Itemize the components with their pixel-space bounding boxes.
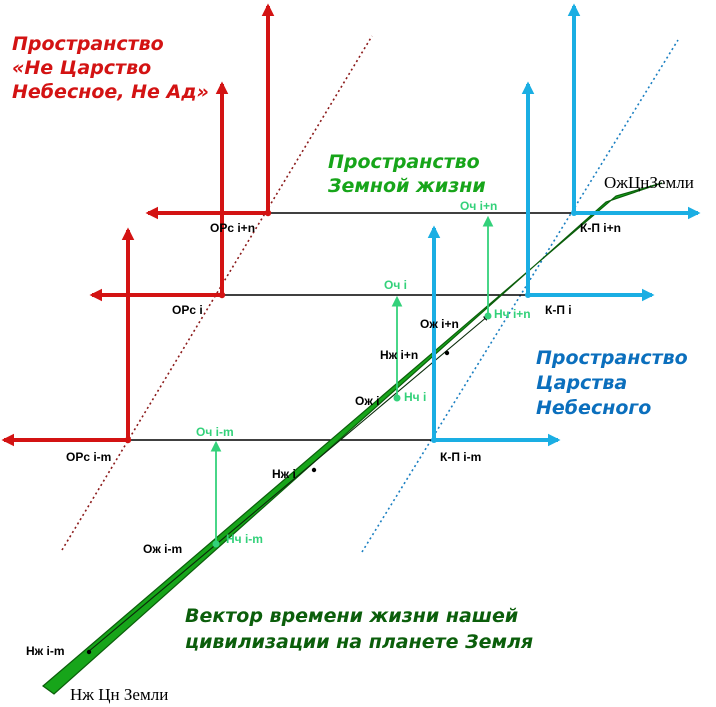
blue-frame-i <box>521 81 655 302</box>
title-line: цивилизации на планете Земля <box>185 631 533 653</box>
label-oc-i: Оч i <box>384 278 407 292</box>
label-kp-i-minus-m: К-П i-m <box>440 450 481 464</box>
label-nc-i-minus-m: Нч i-m <box>226 532 263 546</box>
blue-frame-i-minus-m <box>427 225 561 447</box>
label-kp-i: К-П i <box>545 303 572 317</box>
blue-dotted-diagonal <box>361 39 679 553</box>
red-frame-i-minus-m <box>1 227 135 447</box>
origin-dot-blue-i <box>525 292 531 298</box>
title-line: Пространство <box>12 33 164 55</box>
origin-dot-red-i-minus-m <box>124 436 132 444</box>
label-nz-i: Нж i <box>272 467 296 481</box>
nz-point-i <box>311 467 317 473</box>
title-earth-life: Пространство Земной жизни <box>327 151 486 197</box>
nz-point-i-plus-n <box>444 350 450 356</box>
origin-dot-red-i <box>218 291 226 299</box>
origin-dot-blue-i-minus-m <box>431 437 437 443</box>
title-line: Земной жизни <box>327 175 486 197</box>
label-kp-i-plus-n: К-П i+n <box>580 221 621 235</box>
nc-point-i-minus-m <box>212 540 220 548</box>
title-line: Пространство <box>328 151 480 173</box>
vector-top-label: ОжЦнЗемли <box>604 173 694 192</box>
red-frame-i-plus-n <box>145 3 275 220</box>
origin-dot-blue-i-plus-n <box>571 210 577 216</box>
label-nc-i: Нч i <box>404 390 426 404</box>
time-vector-arrow <box>42 182 663 695</box>
label-nc-i-plus-n: Нч i+n <box>494 307 531 321</box>
vector-bottom-label: Нж Цн Земли <box>70 685 168 704</box>
label-oz-i-plus-n: Ож i+n <box>420 317 459 331</box>
nc-point-i-plus-n <box>484 312 492 320</box>
nz-point-i-minus-m <box>86 649 92 655</box>
label-oc-i-minus-m: Оч i-m <box>196 425 234 439</box>
title-line: Вектор времени жизни нашей <box>185 605 518 627</box>
origin-dot-red-i-plus-n <box>264 209 272 217</box>
title-heaven: Пространство Царства Небесного <box>536 347 694 419</box>
label-oz-i: Ож i <box>355 394 380 408</box>
red-frame-i <box>89 81 229 302</box>
label-ors-i-plus-n: ОРс i+n <box>210 221 255 235</box>
time-vector-inner-line <box>87 315 489 653</box>
title-line: Небесного <box>536 397 651 419</box>
blue-frame-i-plus-n <box>567 3 701 220</box>
label-oz-i-minus-m: Ож i-m <box>143 542 182 556</box>
label-nz-i-minus-m: Нж i-m <box>26 644 65 658</box>
label-oc-i-plus-n: Оч i+n <box>460 199 497 213</box>
title-line: Царства <box>536 372 627 394</box>
label-ors-i: ОРс i <box>172 303 203 317</box>
title-line: «Не Царство <box>12 57 151 79</box>
title-time-vector: Вектор времени жизни нашей цивилизации н… <box>185 605 533 653</box>
title-line: Небесное, Не Ад» <box>12 81 209 103</box>
label-ors-i-minus-m: ОРс i-m <box>66 450 111 464</box>
label-nz-i-plus-n: Нж i+n <box>380 348 418 362</box>
nc-point-i <box>393 394 401 402</box>
title-not-heaven-not-hell: Пространство «Не Царство Небесное, Не Ад… <box>12 33 209 103</box>
title-line: Пространство <box>536 347 688 369</box>
